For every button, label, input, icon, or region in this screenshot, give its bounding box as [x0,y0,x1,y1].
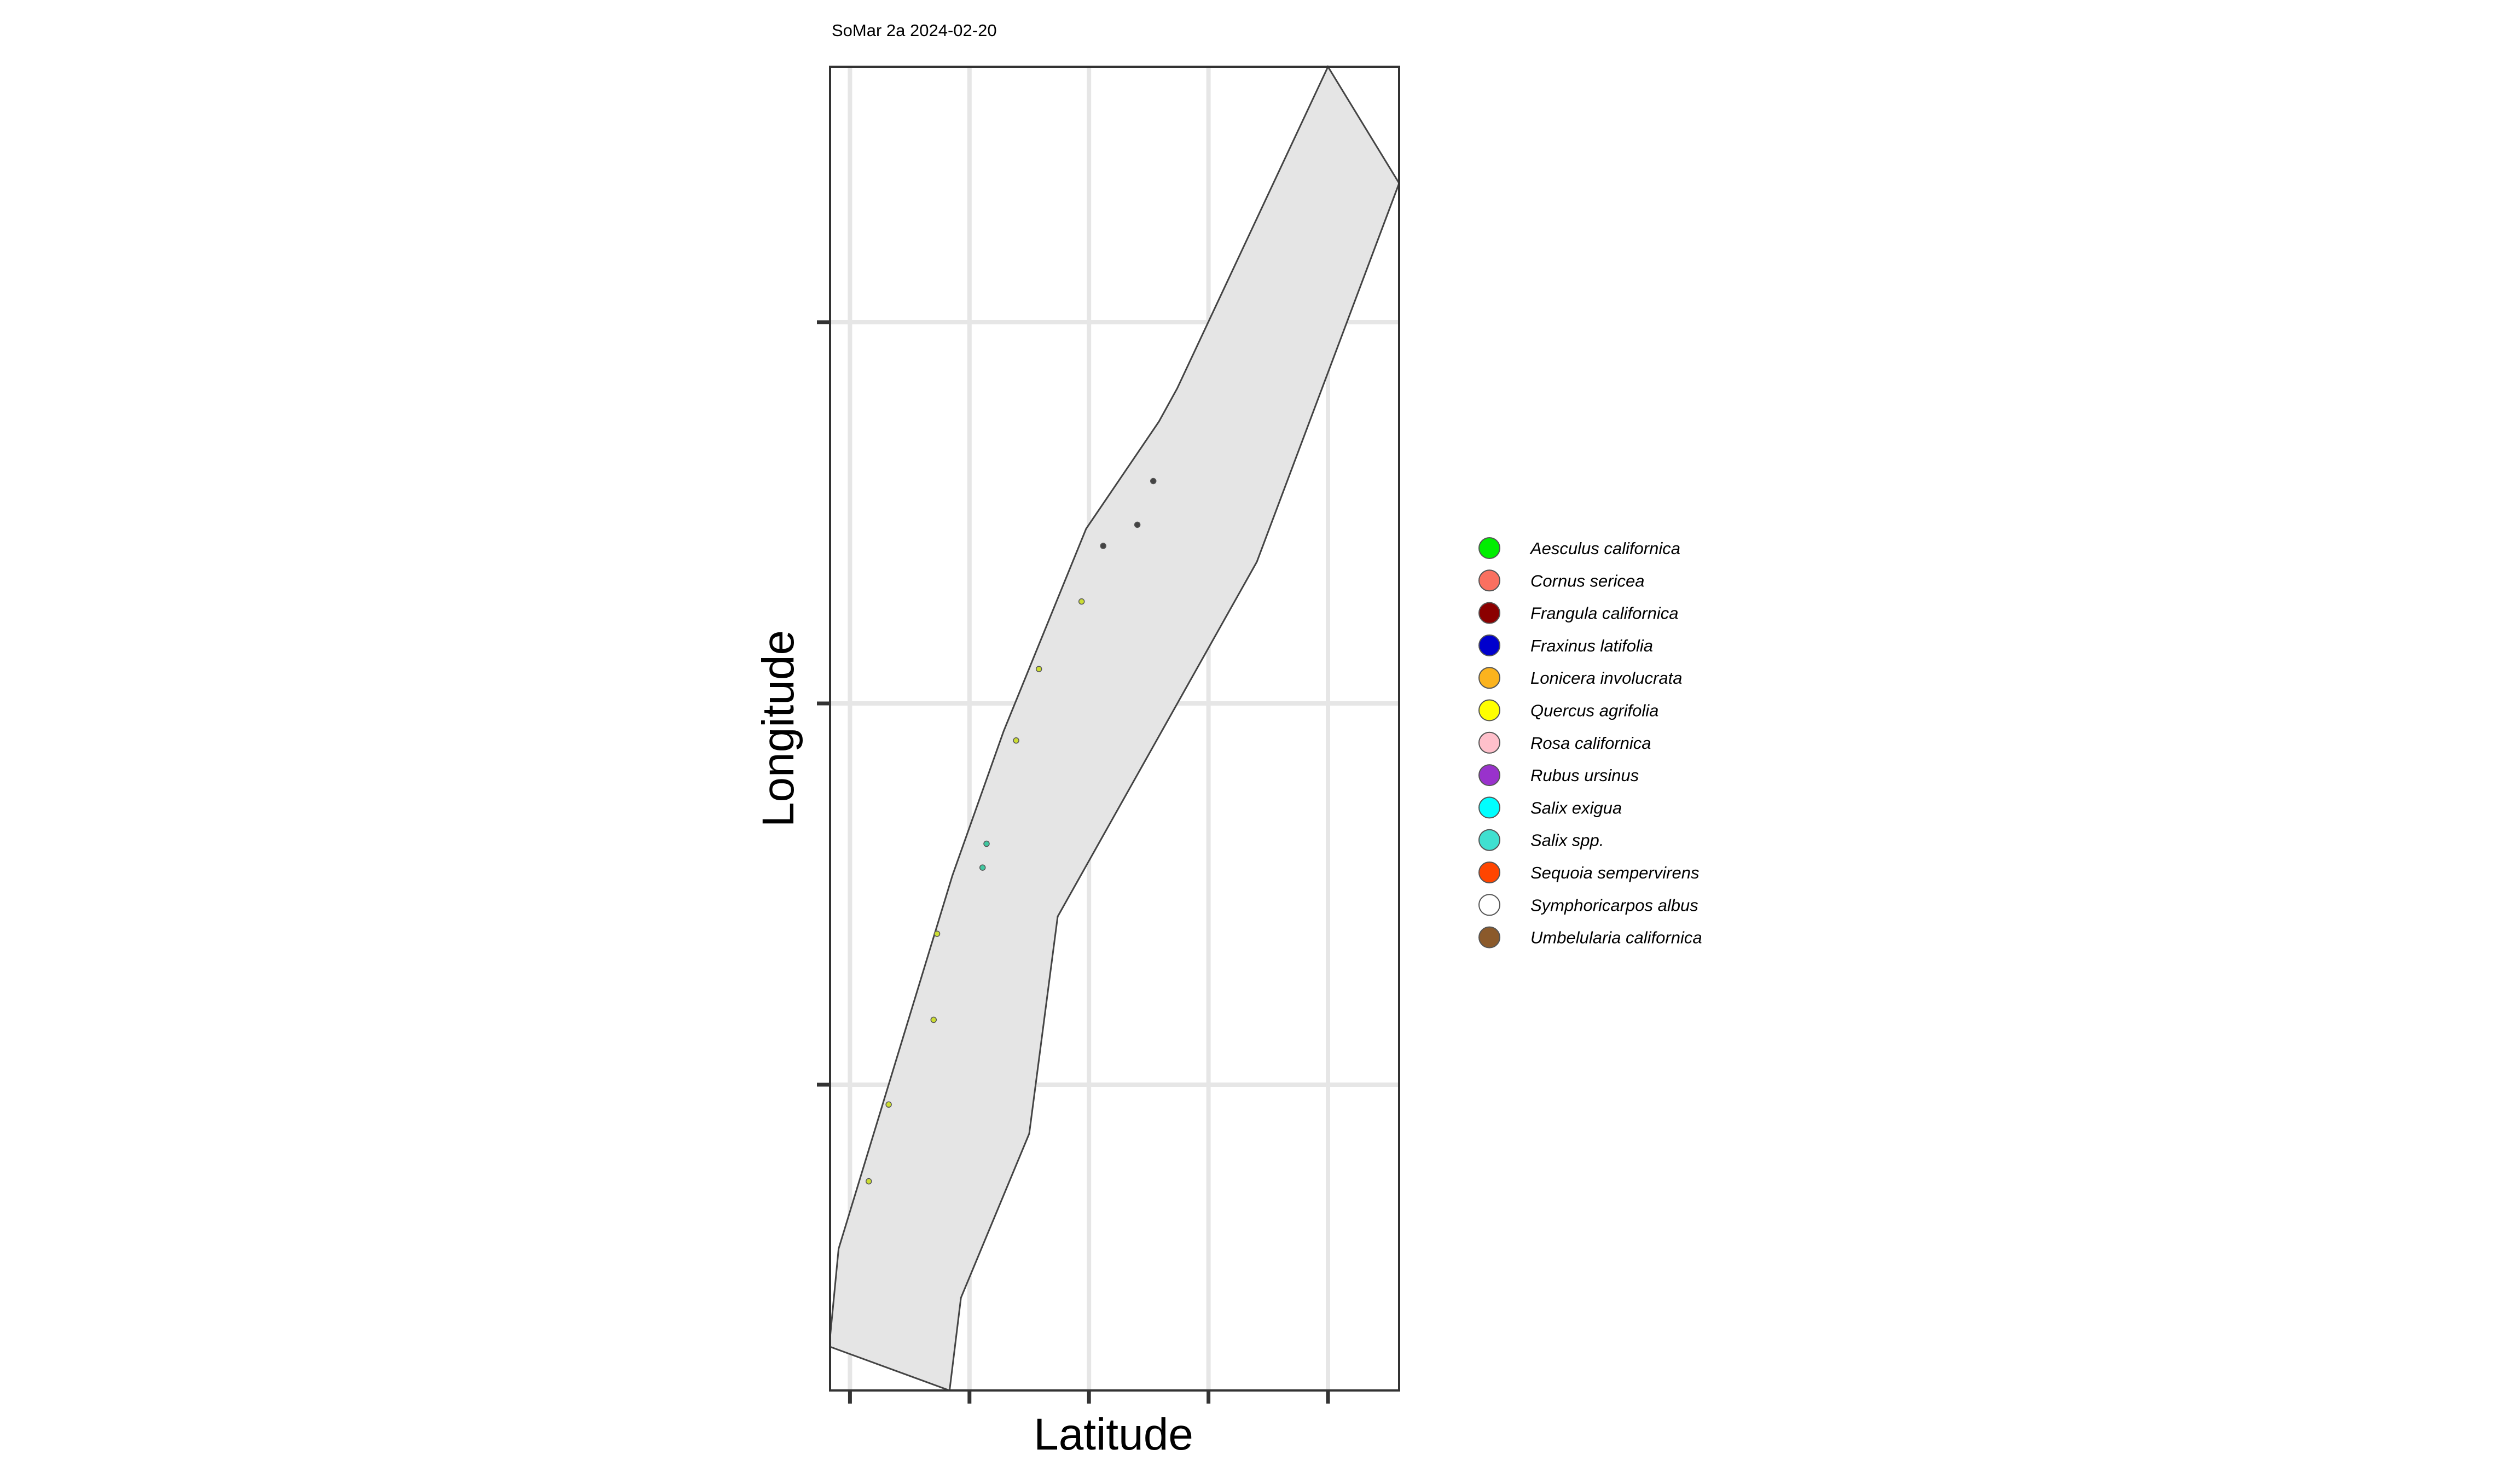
legend-label-2: Cornus sericea [1530,571,1644,590]
chart-title: SoMar 2a 2024-02-20 [832,21,997,40]
data-point-s1-3 [930,1016,937,1023]
legend-label-7: Rosa californica [1530,734,1651,753]
legend-label-12: Symphoricarpos albus [1530,895,1698,915]
legend: Aesculus californica Cornus sericea Frangu… [1478,537,1702,948]
data-point-s1-7 [1078,598,1085,605]
legend-label-10: Salix spp. [1530,831,1604,850]
legend-key-12 [1478,894,1500,916]
data-points [865,478,1157,1185]
legend-key-7 [1478,731,1500,754]
legend-key-2 [1478,569,1500,592]
legend-key-9 [1478,796,1500,819]
panel-border [829,66,1400,1392]
x-axis-ticks [848,1390,1330,1404]
legend-key-5 [1478,667,1500,689]
legend-label-11: Sequoia sempervirens [1530,863,1699,882]
data-point-s3-3 [1150,478,1157,485]
legend-label-13: Umbelularia californica [1530,928,1702,947]
data-point-s1-2 [885,1101,892,1108]
legend-label-8: Rubus ursinus [1530,766,1639,785]
legend-label-6: Quercus agrifolia [1530,701,1658,720]
y-axis-ticks [817,320,830,1087]
legend-key-6 [1478,699,1500,721]
legend-label-4: Fraxinus latifolia [1530,636,1653,655]
data-point-s1-5 [1013,737,1019,744]
data-point-s3-2 [1134,521,1141,528]
plot-panel [829,65,1400,1392]
legend-key-11 [1478,862,1500,883]
legend-key-8 [1478,764,1500,787]
legend-label-3: Frangula californica [1530,604,1679,623]
legend-key-3 [1478,602,1500,624]
legend-key-10 [1478,829,1500,851]
data-point-s1-1 [865,1178,872,1185]
x-axis-label: Latitude [1034,1410,1193,1459]
y-axis-label: Longitude [753,630,803,827]
data-point-s3-1 [1100,543,1106,549]
data-point-s1-6 [1035,666,1042,672]
legend-key-4 [1478,634,1500,656]
legend-key-13 [1478,926,1500,948]
data-point-s2-2 [983,840,990,847]
data-point-s1-4 [933,930,941,937]
legend-label-1: Aesculus californica [1529,539,1680,558]
data-point-s2-1 [979,864,986,871]
legend-label-9: Salix exigua [1530,798,1622,817]
legend-label-5: Lonicera involucrata [1530,668,1682,688]
legend-key-1 [1478,537,1500,559]
